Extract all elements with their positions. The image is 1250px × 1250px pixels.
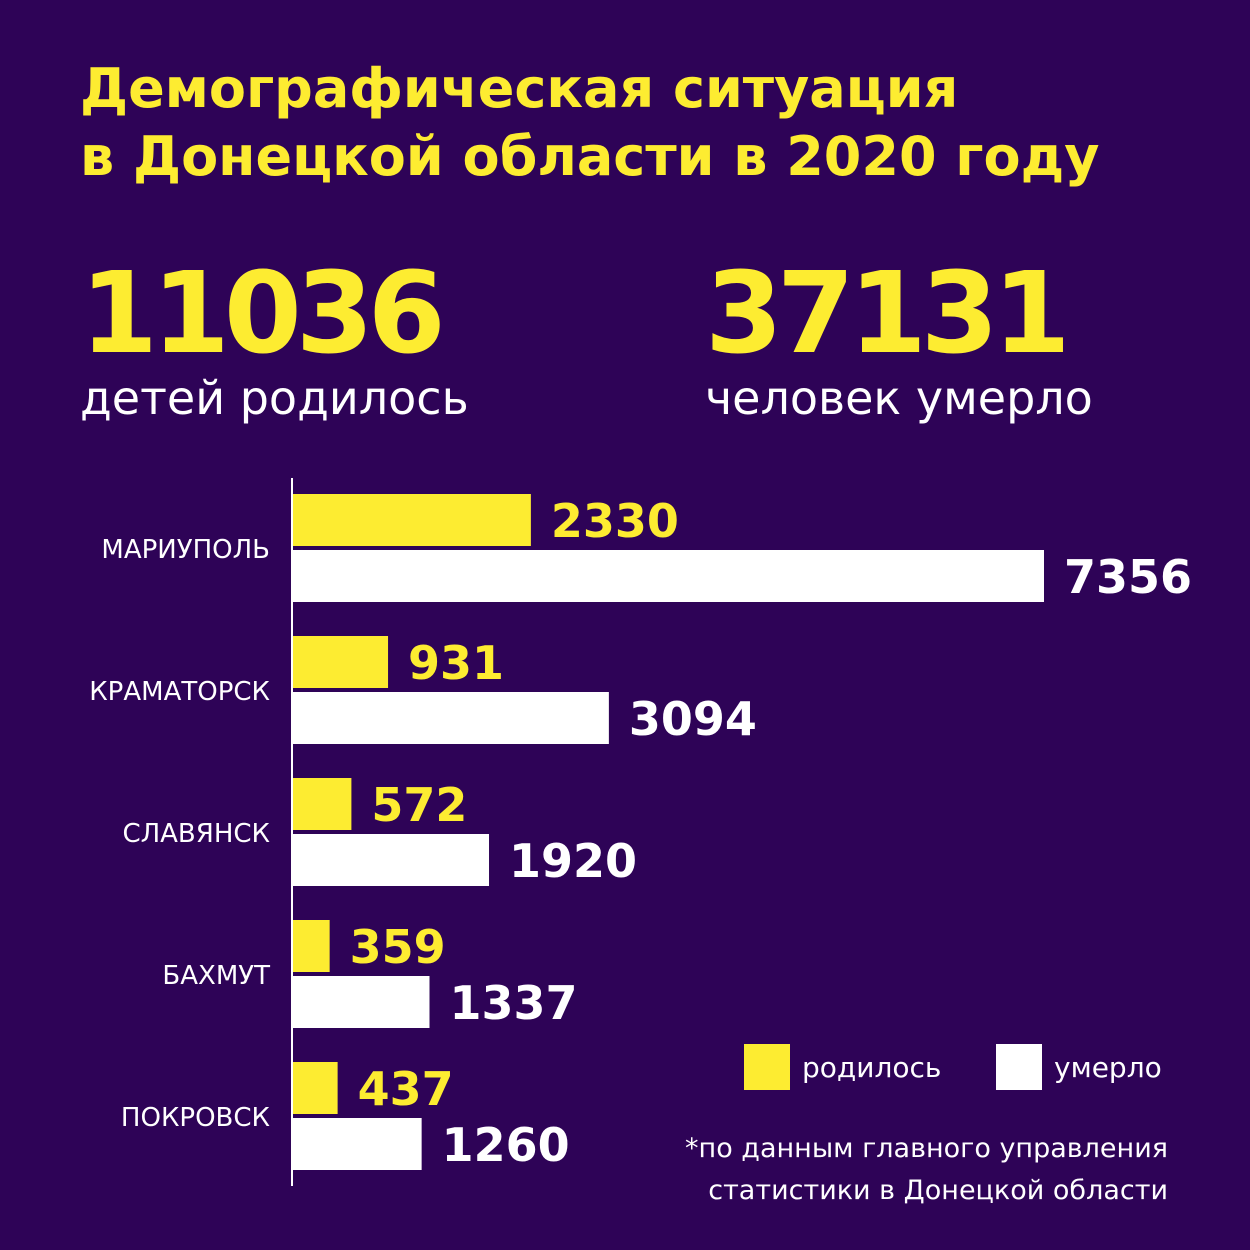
died-total: 37131 [705,249,1071,379]
value-label-born-мариуполь: 2330 [551,494,679,548]
bar-born-мариуполь [293,494,531,546]
born-stat: 11036 детей родилось [80,258,469,426]
bar-born-славянск [293,778,352,830]
category-label-краматорск: КРАМАТОРСК [89,677,270,707]
value-label-born-бахмут: 359 [350,920,446,974]
value-label-born-краматорск: 931 [408,636,504,690]
bar-chart: МАРИУПОЛЬ 2330 7356 КРАМАТОРСК 931 3094 СЛАВЯН… [89,478,1192,1186]
source-footnote: *по данным главного управления статистик… [685,1128,1168,1212]
legend-died: умерло [996,1044,1162,1090]
value-label-died-краматорск: 3094 [629,692,757,746]
bar-born-бахмут [293,920,330,972]
bar-died-славянск [293,834,490,886]
born-total: 11036 [80,249,446,379]
page-title: Демографическая ситуация в Донецкой обла… [80,55,1099,191]
died-caption: человек умерло [705,371,1093,425]
value-label-born-славянск: 572 [371,778,467,832]
bar-died-мариуполь [293,550,1044,602]
legend-died-label: умерло [1054,1050,1162,1084]
value-label-died-бахмут: 1337 [449,976,577,1030]
bar-died-бахмут [293,976,430,1028]
died-stat: 37131 человек умерло [705,258,1093,426]
legend-born: родилось [744,1044,941,1090]
category-label-покровск: ПОКРОВСК [121,1103,270,1133]
value-label-died-мариуполь: 7356 [1064,550,1192,604]
value-label-died-покровск: 1260 [442,1118,570,1172]
legend-born-swatch [744,1044,790,1090]
bar-born-краматорск [293,636,389,688]
bar-died-покровск [293,1118,422,1170]
born-caption: детей родилось [80,371,469,425]
category-label-бахмут: БАХМУТ [162,961,270,991]
title-line-1: Демографическая ситуация [80,57,959,120]
bar-died-краматорск [293,692,609,744]
category-label-мариуполь: МАРИУПОЛЬ [101,535,270,565]
bar-born-покровск [293,1062,338,1114]
legend-born-label: родилось [802,1050,942,1084]
title-line-2: в Донецкой области в 2020 году [80,125,1100,188]
footnote-line-1: *по данным главного управления [685,1133,1168,1164]
legend-died-swatch [996,1044,1042,1090]
value-label-born-покровск: 437 [358,1062,454,1116]
category-label-славянск: СЛАВЯНСК [122,819,270,849]
footnote-line-2: статистики в Донецкой области [708,1175,1168,1206]
value-label-died-славянск: 1920 [509,834,637,888]
